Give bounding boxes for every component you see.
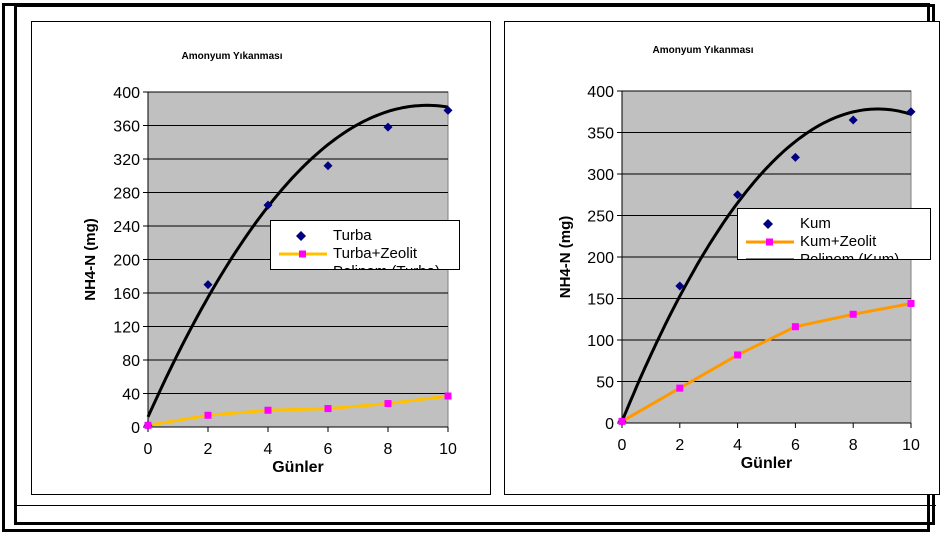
bottom-rule xyxy=(14,505,936,506)
right-legend-entry: Polinom (Kum) xyxy=(738,251,930,260)
right-x-tick-label: 4 xyxy=(733,437,742,454)
left-y-tick-label: 80 xyxy=(122,353,140,370)
left-legend-label: Turba+Zeolit xyxy=(333,245,418,262)
left-x-tick-label: 6 xyxy=(324,441,333,458)
left-y-axis-label: NH4-N (mg) xyxy=(82,218,99,301)
right-title: Amonyum Yıkanması xyxy=(653,45,754,56)
left-title: Amonyum Yıkanması xyxy=(182,51,283,62)
right-legend-symbol xyxy=(746,258,794,259)
left-y-tick-label: 200 xyxy=(113,253,140,270)
left-legend-label: Polinom (Turba) xyxy=(333,263,440,269)
right-x-tick-label: 10 xyxy=(902,437,920,454)
right-y-tick-label: 250 xyxy=(587,209,614,226)
left-point-b xyxy=(144,421,152,429)
left-point-a xyxy=(383,122,393,132)
right-point-a xyxy=(790,152,800,162)
left-legend-label: Turba xyxy=(333,227,372,244)
left-x-tick-label: 0 xyxy=(144,441,153,458)
left-point-b xyxy=(444,392,452,400)
left-y-tick-label: 360 xyxy=(113,119,140,136)
right-legend-label: Kum+Zeolit xyxy=(800,233,877,250)
right-y-tick-label: 400 xyxy=(587,84,614,101)
right-y-tick-label: 150 xyxy=(587,292,614,309)
left-legend-symbol xyxy=(271,263,331,270)
right-y-tick-label: 100 xyxy=(587,333,614,350)
right-x-tick-label: 0 xyxy=(618,437,627,454)
left-legend-symbol xyxy=(296,231,306,241)
legend-right: Kum Kum+Zeolit Polinom (Kum) xyxy=(737,208,931,260)
left-y-tick-label: 160 xyxy=(113,286,140,303)
left-legend-entry: Turba+Zeolit xyxy=(271,245,459,263)
right-y-tick-label: 300 xyxy=(587,167,614,184)
left-y-tick-label: 240 xyxy=(113,219,140,236)
right-legend-diamond xyxy=(763,219,773,229)
right-point-b xyxy=(849,310,857,318)
right-point-b xyxy=(907,299,915,307)
left-legend-entry: Polinom (Turba) xyxy=(271,263,459,270)
chart-panel-right: Amonyum Yıkanması 0 50 100 150 200 250 300 350 40… xyxy=(504,21,940,495)
right-point-a xyxy=(848,115,858,125)
left-y-tick-label: 40 xyxy=(122,387,140,404)
left-x-axis-label: Günler xyxy=(272,459,324,476)
right-y-tick-label: 50 xyxy=(596,375,614,392)
right-y-tick-label: 200 xyxy=(587,250,614,267)
left-legend-square xyxy=(299,250,306,258)
left-y-tick-label: 320 xyxy=(113,152,140,169)
right-legend-symbol xyxy=(763,219,773,229)
right-point-b xyxy=(618,417,626,425)
right-legend-symbol xyxy=(746,238,794,246)
left-x-tick-label: 10 xyxy=(439,441,457,458)
right-x-axis-label: Günler xyxy=(741,455,793,472)
left-x-tick-label: 8 xyxy=(384,441,393,458)
right-legend-entry: Kum xyxy=(738,215,930,233)
right-legend-square xyxy=(766,238,773,246)
right-x-tick-label: 8 xyxy=(849,437,858,454)
left-legend-symbol xyxy=(279,250,327,258)
left-point-b xyxy=(204,411,212,419)
left-point-a xyxy=(323,161,333,171)
left-x-tick-label: 4 xyxy=(264,441,273,458)
left-series-b-line xyxy=(147,394,449,427)
left-x-tick-label: 2 xyxy=(204,441,213,458)
left-y-tick-label: 280 xyxy=(113,186,140,203)
left-point-b xyxy=(324,405,332,413)
left-legend-entry: Turba xyxy=(271,227,459,245)
right-series-b-line xyxy=(621,302,912,423)
right-point-b xyxy=(734,351,742,359)
left-point-b xyxy=(264,406,272,414)
right-y-tick-label: 350 xyxy=(587,126,614,143)
right-x-tick-label: 2 xyxy=(675,437,684,454)
right-y-axis-label: NH4-N (mg) xyxy=(557,216,574,299)
right-point-a xyxy=(675,281,685,291)
right-legend-label: Kum xyxy=(800,215,831,232)
left-y-tick-label: 120 xyxy=(113,320,140,337)
left-point-b xyxy=(384,400,392,408)
right-point-b xyxy=(791,323,799,331)
right-point-a xyxy=(906,107,916,117)
right-point-b xyxy=(676,384,684,392)
left-y-tick-label: 0 xyxy=(131,420,140,437)
left-point-a xyxy=(203,280,213,290)
left-y-tick-label: 400 xyxy=(113,85,140,102)
right-y-tick-label: 0 xyxy=(605,416,614,433)
left-point-a xyxy=(263,200,273,210)
right-legend-entry: Kum+Zeolit xyxy=(738,233,930,251)
right-point-a xyxy=(733,190,743,200)
left-trendline xyxy=(146,103,449,418)
right-trendline xyxy=(620,107,912,422)
left-legend-diamond xyxy=(296,231,306,241)
chart-panel-left: Amonyum Yıkanması 0 40 80 120 160 200 240 280 320… xyxy=(31,21,491,495)
right-x-tick-label: 6 xyxy=(791,437,800,454)
left-point-a xyxy=(443,105,453,115)
right-legend-label: Polinom (Kum) xyxy=(800,251,900,260)
